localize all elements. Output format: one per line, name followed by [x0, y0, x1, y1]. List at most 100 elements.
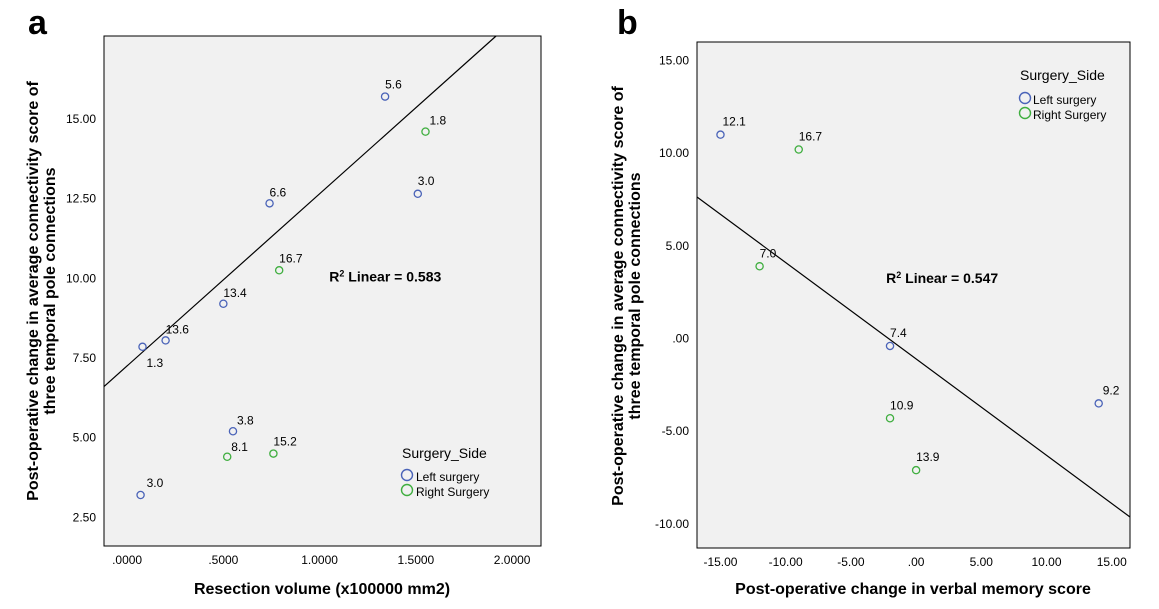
x-tick-label: -5.00	[837, 555, 865, 569]
legend-title: Surgery_Side	[1020, 67, 1105, 83]
x-tick-label: -15.00	[703, 555, 737, 569]
data-label: 16.7	[279, 251, 303, 265]
y-axis-title-line-1: Post-operative change in average connect…	[610, 85, 627, 505]
data-label: 13.6	[166, 322, 190, 336]
data-label: 10.9	[890, 398, 914, 412]
r2-label-prefix: R	[329, 268, 339, 284]
r2-annotation: R2 Linear = 0.547	[886, 270, 998, 286]
data-label: 3.0	[147, 476, 164, 490]
data-point	[219, 299, 228, 308]
panel-a-plot-area	[103, 35, 542, 547]
data-label: 3.0	[418, 174, 435, 188]
r2-label-suffix: Linear = 0.583	[344, 268, 441, 284]
y-tick-label: -10.00	[655, 517, 689, 531]
data-point	[269, 449, 278, 458]
x-tick-label: 1.5000	[398, 553, 435, 567]
data-point	[421, 127, 430, 136]
legend-left-marker	[1018, 91, 1032, 105]
panel-b-x-ticks: -15.00 -10.00 -5.00 .00 5.00 10.00 15.00	[703, 555, 1127, 569]
panel-a-chart: a 2.50 5.00 7.50 10.00 12.50 15.00 .0000…	[25, 4, 542, 598]
x-axis-title: Resection volume (x100000 mm2)	[194, 581, 450, 598]
y-tick-label: 15.00	[66, 112, 96, 126]
fit-line	[103, 35, 497, 388]
data-label: 6.6	[270, 185, 287, 199]
y-tick-label: 12.50	[66, 192, 96, 206]
y-tick-label: 10.00	[66, 271, 96, 285]
y-axis-title-line-2: three temporal pole connections	[42, 167, 59, 414]
data-label: 7.0	[760, 246, 777, 260]
y-tick-label: 2.50	[73, 510, 97, 524]
y-tick-label: 5.00	[666, 239, 690, 253]
data-point	[138, 342, 147, 352]
x-tick-label: .0000	[112, 553, 142, 567]
legend-left-marker	[400, 468, 414, 482]
y-tick-label: 5.00	[73, 431, 97, 445]
r2-label-sup: 2	[339, 268, 344, 278]
x-tick-label: 1.0000	[301, 553, 338, 567]
legend-right-marker	[400, 483, 414, 497]
data-point	[794, 145, 803, 154]
panel-a-x-ticks: .0000 .5000 1.0000 1.5000 2.0000	[112, 553, 531, 567]
data-point	[1094, 399, 1103, 408]
data-label: 13.9	[916, 450, 940, 464]
x-tick-label: 5.00	[970, 555, 994, 569]
data-label: 1.8	[429, 114, 446, 128]
legend-right-label: Right Surgery	[1033, 108, 1106, 122]
data-point	[161, 336, 170, 345]
data-point	[222, 452, 232, 461]
r2-label-prefix: R	[886, 270, 896, 286]
y-axis-title-line-1: Post-operative change in average connect…	[25, 80, 42, 500]
y-tick-label: 7.50	[73, 351, 97, 365]
panel-b-points: 12.1 7.4 9.2 16.7 7.0 10.9 13.9	[716, 115, 1120, 475]
y-tick-label: -5.00	[662, 424, 690, 438]
panel-b-letter: b	[617, 4, 638, 42]
data-point	[716, 130, 725, 139]
data-label: 12.1	[722, 115, 746, 129]
y-axis-title-line-2: three temporal pole connections	[627, 172, 644, 419]
fit-line	[696, 196, 1131, 518]
legend-right-marker	[1018, 106, 1032, 120]
legend-right-label: Right Surgery	[416, 485, 489, 499]
data-point	[885, 414, 895, 423]
data-label: 8.1	[231, 440, 248, 454]
x-tick-label: .00	[908, 555, 925, 569]
data-label: 16.7	[799, 130, 823, 144]
x-axis-title: Post-operative change in verbal memory s…	[735, 581, 1091, 598]
data-label: 5.6	[385, 78, 402, 92]
x-tick-label: 10.00	[1032, 555, 1062, 569]
legend-title: Surgery_Side	[402, 445, 487, 461]
legend-left-label: Left surgery	[416, 470, 479, 484]
data-point	[228, 426, 238, 436]
y-tick-label: 15.00	[659, 54, 689, 68]
data-point	[274, 266, 284, 275]
x-tick-label: -10.00	[769, 555, 803, 569]
data-point	[136, 490, 145, 500]
x-tick-label: .5000	[208, 553, 238, 567]
panel-a-points: 3.0 1.3 13.6 13.4 3.8 6.6 5.6 3.0 8.1 15.2 16.7 1.8	[136, 78, 447, 500]
data-point	[755, 262, 764, 271]
x-tick-label: 15.00	[1097, 555, 1127, 569]
panel-b-y-ticks: -10.00 -5.00 .00 5.00 10.00 15.00	[655, 54, 689, 531]
legend-left-label: Left surgery	[1033, 93, 1096, 107]
x-tick-label: 2.0000	[494, 553, 531, 567]
data-label: 9.2	[1103, 383, 1120, 397]
panel-b-legend: Surgery_Side Left surgery Right Surgery	[1018, 67, 1106, 122]
data-point	[885, 341, 895, 351]
data-label: 3.8	[237, 413, 254, 427]
data-point	[380, 92, 390, 101]
r2-label-suffix: Linear = 0.547	[901, 270, 998, 286]
panel-a-letter: a	[28, 4, 48, 42]
data-label: 13.4	[223, 286, 247, 300]
panel-b-chart: b -10.00 -5.00 .00 5.00 10.00 15.00 -15.…	[610, 4, 1131, 598]
r2-label-sup: 2	[896, 270, 901, 280]
panel-a-legend: Surgery_Side Left surgery Right Surgery	[400, 445, 489, 499]
data-label: 7.4	[890, 326, 907, 340]
y-tick-label: .00	[672, 332, 689, 346]
r2-annotation: R2 Linear = 0.583	[329, 268, 441, 284]
panel-a-y-ticks: 2.50 5.00 7.50 10.00 12.50 15.00	[66, 112, 96, 524]
data-label: 1.3	[147, 356, 164, 370]
data-point	[265, 199, 274, 208]
data-label: 15.2	[273, 435, 297, 449]
data-point	[413, 189, 423, 199]
y-tick-label: 10.00	[659, 146, 689, 160]
